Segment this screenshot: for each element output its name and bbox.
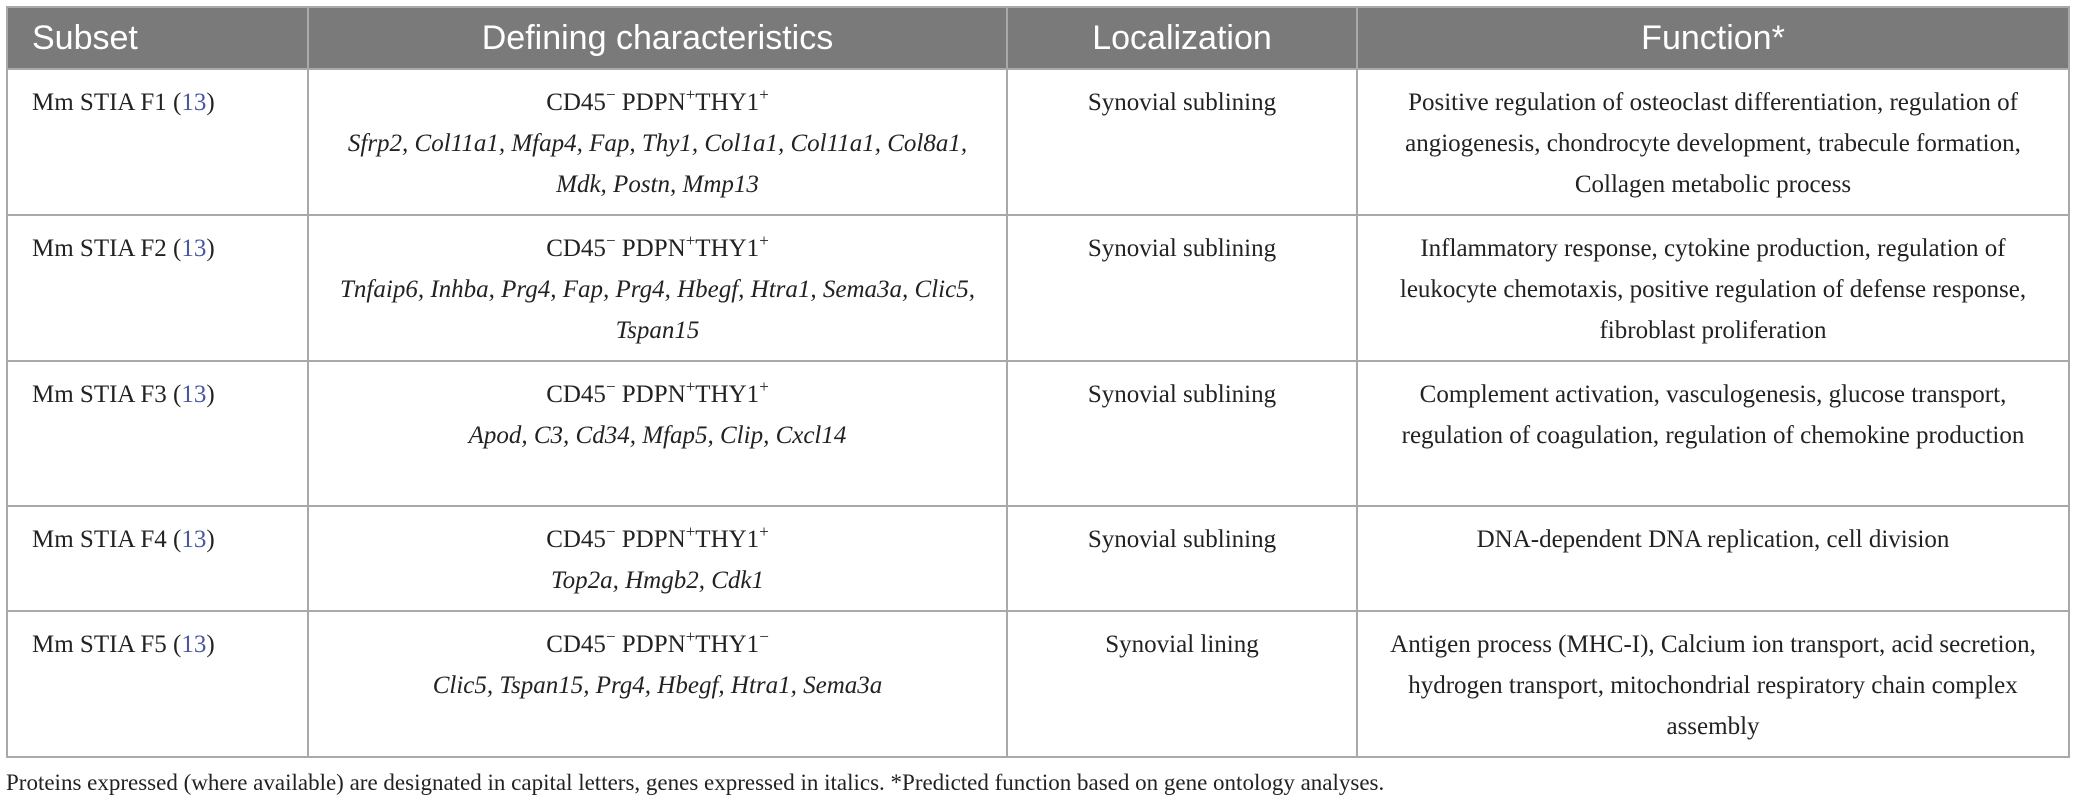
localization-cell: Synovial sublining <box>1006 214 1358 362</box>
function-cell: Complement activation, vasculogenesis, g… <box>1356 360 2070 507</box>
gene-list: Top2a, Hmgb2, Cdk1 <box>551 567 764 594</box>
characteristics-cell: CD45− PDPN+THY1+ Tnfaip6, Inhba, Prg4, F… <box>307 214 1008 362</box>
marker-thy1: THY1 <box>695 235 760 262</box>
function-cell: DNA-dependent DNA replication, cell divi… <box>1356 505 2070 612</box>
protein-markers: CD45− PDPN+THY1+ <box>329 82 986 123</box>
marker-sign: − <box>605 522 616 541</box>
marker-pdpn: PDPN <box>615 235 686 262</box>
marker-sign: + <box>685 377 696 396</box>
protein-markers: CD45− PDPN+THY1+ <box>329 228 986 269</box>
subset-name: Mm STIA F4 <box>32 526 167 553</box>
subset-cell: Mm STIA F2 (13) <box>6 214 309 362</box>
subset-name: Mm STIA F5 <box>32 631 167 658</box>
reference-link[interactable]: 13 <box>181 526 207 553</box>
marker-sign: − <box>605 231 616 250</box>
table-row: Mm STIA F2 (13) CD45− PDPN+THY1+ Tnfaip6… <box>6 214 2070 362</box>
marker-sign: + <box>685 627 696 646</box>
marker-cd45: CD45 <box>546 526 606 553</box>
header-localization: Localization <box>1006 6 1358 70</box>
marker-cd45: CD45 <box>546 235 606 262</box>
marker-pdpn: PDPN <box>615 381 686 408</box>
gene-list: Sfrp2, Col11a1, Mfap4, Fap, Thy1, Col1a1… <box>347 130 968 198</box>
header-subset: Subset <box>6 6 309 70</box>
table-container: Subset Defining characteristics Localiza… <box>6 6 2070 758</box>
marker-thy1: THY1 <box>695 526 760 553</box>
gene-list: Apod, C3, Cd34, Mfap5, Clip, Cxcl14 <box>468 422 847 449</box>
table-row: Mm STIA F1 (13) CD45− PDPN+THY1+ Sfrp2, … <box>6 68 2070 216</box>
header-function: Function* <box>1356 6 2070 70</box>
protein-markers: CD45− PDPN+THY1+ <box>329 519 986 560</box>
table-footnote: Proteins expressed (where available) are… <box>6 770 1385 795</box>
subset-cell: Mm STIA F1 (13) <box>6 68 309 216</box>
fibroblast-subset-table: Subset Defining characteristics Localiza… <box>6 6 2070 758</box>
characteristics-cell: CD45− PDPN+THY1+ Top2a, Hmgb2, Cdk1 <box>307 505 1008 612</box>
marker-sign: − <box>759 627 769 646</box>
subset-name: Mm STIA F3 <box>32 381 167 408</box>
reference-link[interactable]: 13 <box>181 89 207 116</box>
reference-link[interactable]: 13 <box>181 235 207 262</box>
table-row: Mm STIA F3 (13) CD45− PDPN+THY1+ Apod, C… <box>6 360 2070 507</box>
header-row: Subset Defining characteristics Localiza… <box>6 6 2070 70</box>
table-row: Mm STIA F4 (13) CD45− PDPN+THY1+ Top2a, … <box>6 505 2070 612</box>
localization-cell: Synovial sublining <box>1006 505 1358 612</box>
subset-name: Mm STIA F2 <box>32 235 167 262</box>
subset-cell: Mm STIA F5 (13) <box>6 610 309 758</box>
subset-cell: Mm STIA F3 (13) <box>6 360 309 507</box>
function-cell: Antigen process (MHC-I), Calcium ion tra… <box>1356 610 2070 758</box>
marker-sign: + <box>685 85 696 104</box>
localization-cell: Synovial sublining <box>1006 360 1358 507</box>
protein-markers: CD45− PDPN+THY1− <box>329 624 986 665</box>
characteristics-cell: CD45− PDPN+THY1+ Apod, C3, Cd34, Mfap5, … <box>307 360 1008 507</box>
gene-list: Clic5, Tspan15, Prg4, Hbegf, Htra1, Sema… <box>432 672 883 699</box>
marker-thy1: THY1 <box>695 381 760 408</box>
characteristics-cell: CD45− PDPN+THY1+ Sfrp2, Col11a1, Mfap4, … <box>307 68 1008 216</box>
marker-sign: + <box>759 231 769 250</box>
protein-markers: CD45− PDPN+THY1+ <box>329 374 986 415</box>
function-cell: Inflammatory response, cytokine producti… <box>1356 214 2070 362</box>
marker-sign: + <box>759 522 769 541</box>
reference-link[interactable]: 13 <box>181 631 207 658</box>
marker-sign: + <box>685 522 696 541</box>
marker-thy1: THY1 <box>695 631 760 658</box>
subset-name: Mm STIA F1 <box>32 89 167 116</box>
marker-sign: + <box>759 377 769 396</box>
header-characteristics: Defining characteristics <box>307 6 1008 70</box>
marker-sign: − <box>605 377 616 396</box>
subset-cell: Mm STIA F4 (13) <box>6 505 309 612</box>
function-cell: Positive regulation of osteoclast differ… <box>1356 68 2070 216</box>
marker-thy1: THY1 <box>695 89 760 116</box>
marker-sign: + <box>685 231 696 250</box>
characteristics-cell: CD45− PDPN+THY1− Clic5, Tspan15, Prg4, H… <box>307 610 1008 758</box>
marker-cd45: CD45 <box>546 631 606 658</box>
gene-list: Tnfaip6, Inhba, Prg4, Fap, Prg4, Hbegf, … <box>340 276 975 344</box>
localization-cell: Synovial sublining <box>1006 68 1358 216</box>
localization-cell: Synovial lining <box>1006 610 1358 758</box>
marker-sign: + <box>759 85 769 104</box>
reference-link[interactable]: 13 <box>181 381 207 408</box>
marker-pdpn: PDPN <box>615 631 686 658</box>
marker-sign: − <box>605 627 616 646</box>
marker-pdpn: PDPN <box>615 526 686 553</box>
table-row: Mm STIA F5 (13) CD45− PDPN+THY1− Clic5, … <box>6 610 2070 758</box>
marker-cd45: CD45 <box>546 381 606 408</box>
marker-cd45: CD45 <box>546 89 606 116</box>
marker-pdpn: PDPN <box>615 89 686 116</box>
marker-sign: − <box>605 85 616 104</box>
